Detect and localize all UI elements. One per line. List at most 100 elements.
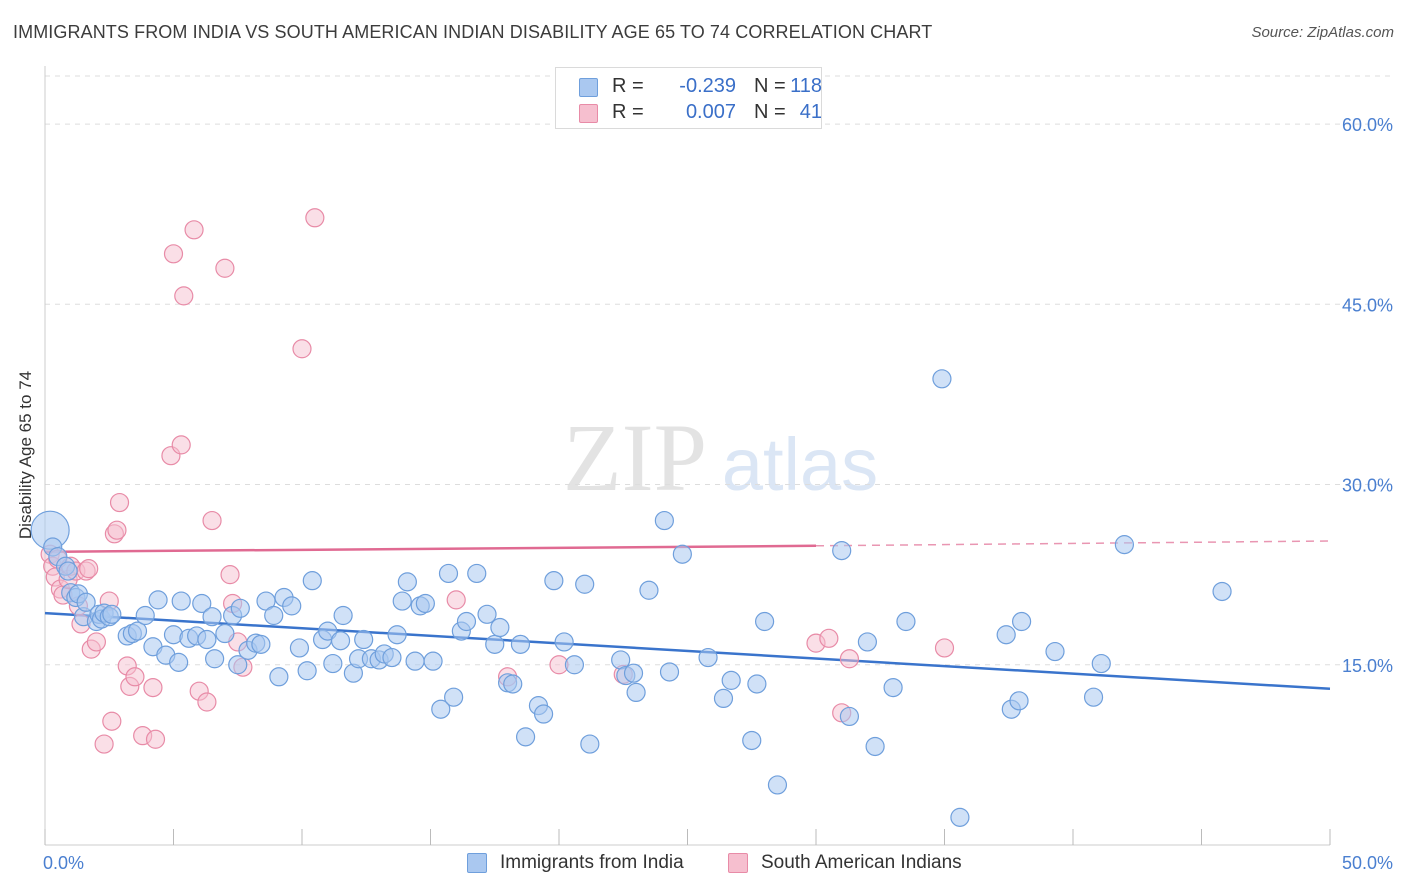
india-point: [323, 653, 343, 674]
south-american-point: [86, 632, 107, 652]
india-point: [289, 638, 310, 658]
x-tick-label: 50.0%: [1342, 853, 1393, 873]
india-point: [135, 605, 155, 626]
south-american-point: [174, 286, 194, 306]
south-american-swatch: [728, 853, 748, 873]
india-point: [405, 651, 425, 671]
series-legend: Immigrants from India South American Ind…: [0, 852, 1406, 878]
india-point: [503, 674, 523, 694]
india-point: [382, 647, 402, 668]
south-american-point: [202, 510, 222, 531]
south-american-point: [934, 638, 955, 658]
chart-title: IMMIGRANTS FROM INDIA VS SOUTH AMERICAN …: [13, 22, 933, 42]
india-point: [754, 611, 775, 632]
india-point: [58, 561, 78, 581]
india-point: [215, 623, 235, 644]
india-point: [330, 631, 351, 651]
south-american-point: [163, 244, 184, 264]
india-point: [950, 807, 970, 827]
india-point: [127, 621, 148, 641]
india-point: [269, 667, 289, 687]
x-tick-label: 0.0%: [43, 853, 84, 873]
india-trend-line: [44, 611, 1331, 691]
india-point: [392, 591, 412, 611]
india-point: [654, 510, 674, 531]
r-value: 0.007: [685, 101, 736, 123]
india-point: [713, 688, 734, 709]
india-point: [515, 727, 536, 747]
south-american-point: [143, 677, 163, 698]
india-point: [333, 605, 353, 626]
y-tick-label: 60.0%: [1342, 115, 1393, 135]
india-point: [197, 629, 217, 650]
south-american-point: [109, 492, 130, 513]
south-american-point: [839, 649, 860, 669]
y-tick-label: 45.0%: [1342, 295, 1393, 315]
south-american-swatch: [579, 104, 598, 123]
n-value: 41: [799, 101, 822, 123]
south-american-point: [184, 220, 204, 240]
south-american-point: [220, 565, 240, 585]
south-american-trend-line: [44, 544, 817, 554]
india-point: [865, 736, 885, 757]
india-point: [580, 734, 600, 754]
india-point: [839, 706, 860, 727]
india-point: [192, 593, 212, 614]
india-swatch: [579, 78, 598, 97]
india-point: [1083, 687, 1104, 707]
india-point: [639, 580, 659, 600]
india-point: [554, 632, 574, 652]
r-label: R =: [612, 101, 644, 123]
india-point: [444, 687, 464, 707]
india-point: [742, 730, 762, 751]
india-point: [431, 699, 451, 719]
india-point: [282, 596, 302, 616]
india-point: [102, 604, 122, 624]
india-point: [202, 607, 222, 627]
india-point: [228, 655, 248, 675]
south-american-point: [94, 734, 114, 754]
legend-label: Immigrants from India: [500, 852, 684, 873]
n-label: N =: [754, 75, 786, 97]
south-american-point: [305, 208, 325, 228]
south-american-point: [145, 729, 166, 749]
india-point: [832, 541, 852, 561]
india-point: [510, 634, 531, 654]
source-attribution: Source: ZipAtlas.com: [1251, 24, 1394, 41]
india-point: [76, 592, 96, 612]
india-point: [169, 652, 189, 672]
india-point: [932, 369, 952, 389]
correlation-legend: R = -0.239 N = 118 R = 0.007 N = 41: [555, 67, 822, 129]
south-american-point: [446, 590, 466, 610]
india-point: [302, 571, 322, 591]
south-american-point: [292, 339, 312, 359]
y-tick-label: 30.0%: [1342, 476, 1393, 496]
india-point: [477, 604, 497, 624]
india-point: [623, 663, 644, 683]
india-point: [438, 563, 459, 584]
india-point: [1011, 611, 1032, 632]
y-tick-label: 15.0%: [1342, 656, 1393, 676]
india-point: [387, 625, 407, 645]
india-point: [857, 632, 878, 652]
india-swatch: [467, 853, 487, 873]
r-label: R =: [612, 75, 644, 97]
india-point: [564, 655, 585, 675]
r-value: -0.239: [679, 75, 736, 97]
india-point: [485, 634, 505, 654]
south-american-point: [197, 692, 217, 712]
india-point: [883, 677, 903, 698]
india-point: [996, 625, 1016, 645]
india-point: [1009, 691, 1029, 711]
india-point: [1091, 653, 1111, 674]
india-point: [626, 682, 646, 703]
south-american-point: [125, 667, 145, 687]
south-american-trend-extension: [815, 540, 1331, 547]
india-point: [490, 617, 510, 638]
india-point: [171, 591, 191, 611]
india-point: [767, 775, 788, 795]
india-point: [575, 574, 595, 594]
india-point: [205, 649, 225, 669]
south-american-point: [215, 258, 235, 278]
